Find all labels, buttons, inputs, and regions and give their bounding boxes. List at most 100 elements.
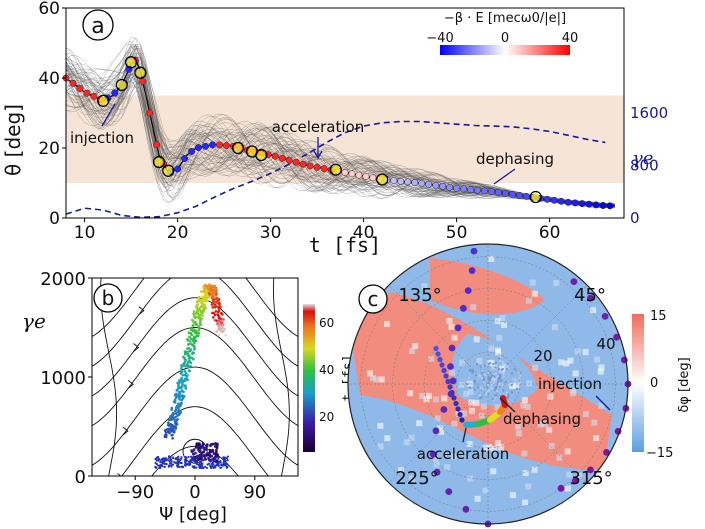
center-point (500, 379, 503, 382)
highlight-marker (248, 147, 256, 156)
scatter-point (191, 318, 194, 322)
scatter-point (211, 442, 215, 446)
scatter-point (214, 297, 218, 301)
center-point (519, 371, 522, 374)
scatter-point (202, 307, 205, 310)
scatter-point (174, 412, 178, 415)
center-point (491, 398, 494, 401)
scatter-point (191, 323, 195, 327)
scatter-point (164, 462, 167, 465)
trajectory-dot (195, 144, 202, 152)
scatter-point (168, 431, 171, 435)
center-point (488, 377, 491, 380)
polar-points (429, 247, 632, 528)
center-point (492, 380, 495, 383)
scatter-point (194, 451, 197, 455)
panel-c: c 135° 45° 225° 315° 20 40 injection dep… (347, 243, 692, 528)
center-point (494, 396, 497, 399)
center-point (510, 372, 513, 375)
noise-patch (558, 359, 565, 366)
center-point (516, 387, 519, 390)
highlight-ring (329, 163, 342, 176)
scatter-point (189, 326, 193, 330)
scatter-point (174, 457, 177, 461)
angle-label-135: 135° (398, 285, 441, 306)
center-point (496, 390, 499, 393)
scatter-point (168, 458, 171, 462)
trajectory-dot (90, 92, 98, 100)
scatter-point (169, 464, 173, 467)
scatter-point (211, 306, 214, 309)
center-point (486, 390, 489, 393)
streamline-arrow (122, 426, 129, 436)
colorbar-tick-top: 15 (650, 309, 667, 324)
scatter-point (175, 392, 178, 396)
streamline (92, 327, 298, 427)
scatter-point (177, 458, 180, 461)
scatter-point (184, 456, 188, 459)
scatter-point (210, 285, 213, 288)
scatter-point (193, 336, 196, 339)
noise-patch (467, 475, 474, 482)
highlight-ring (125, 56, 138, 69)
center-point (497, 368, 500, 371)
center-point (489, 372, 492, 375)
center-point (480, 369, 483, 372)
scatter-point (220, 330, 223, 334)
scatter-point (186, 338, 189, 341)
center-point (499, 373, 502, 376)
scatter-point (211, 302, 214, 306)
dephasing-annotation: dephasing (476, 150, 554, 168)
y-tick-label: 20 (38, 139, 60, 159)
scatter-point (181, 394, 184, 397)
scatter-point (220, 311, 223, 315)
center-point (505, 394, 508, 397)
scatter-point (195, 305, 198, 308)
noise-patch (449, 369, 456, 376)
polar-frame (347, 243, 629, 525)
noise-patch (490, 468, 497, 475)
highlight-marker (127, 58, 136, 67)
x-tick-label: 40 (353, 223, 375, 243)
highlight-marker (257, 151, 266, 159)
scatter-point (178, 390, 181, 394)
scatter-point (196, 303, 200, 306)
scatter-point (193, 341, 196, 345)
scatter-point (196, 308, 199, 312)
noise-patch (496, 334, 503, 341)
polar-point (447, 363, 454, 370)
y-ticks: 0 20 40 60 (38, 0, 66, 229)
scatter-point (196, 331, 199, 334)
noise-patch (378, 376, 385, 383)
scatter-point (193, 346, 196, 349)
trajectory-dot (209, 141, 216, 149)
scatter-point (208, 283, 212, 287)
scatter-point (177, 410, 181, 414)
trajectory-dot (425, 180, 433, 188)
scatter-point (186, 352, 190, 356)
trajectory-dot (453, 184, 461, 192)
trajectory-dot (341, 169, 349, 176)
streamline (272, 278, 290, 476)
center-point (468, 369, 471, 372)
center-point (501, 383, 504, 386)
scatter-point (199, 321, 202, 325)
scatter-point (188, 349, 192, 353)
phase-streamlines (92, 278, 298, 476)
trajectory-dot (111, 89, 119, 97)
center-point (493, 380, 496, 383)
center-point (494, 361, 497, 364)
scatter-point (198, 444, 202, 448)
noise-patch (466, 440, 473, 447)
trajectory-line (66, 55, 615, 205)
trajectory-line (66, 68, 615, 206)
scatter-point (177, 455, 180, 458)
scatter-point (195, 442, 199, 446)
center-point (499, 359, 502, 362)
y-axis-label: γe (22, 309, 46, 333)
scatter-point (184, 464, 187, 467)
scatter-point (219, 305, 222, 309)
scatter-point (188, 461, 191, 464)
center-point (499, 356, 502, 359)
